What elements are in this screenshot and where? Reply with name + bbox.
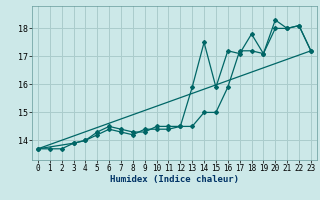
X-axis label: Humidex (Indice chaleur): Humidex (Indice chaleur) xyxy=(110,175,239,184)
